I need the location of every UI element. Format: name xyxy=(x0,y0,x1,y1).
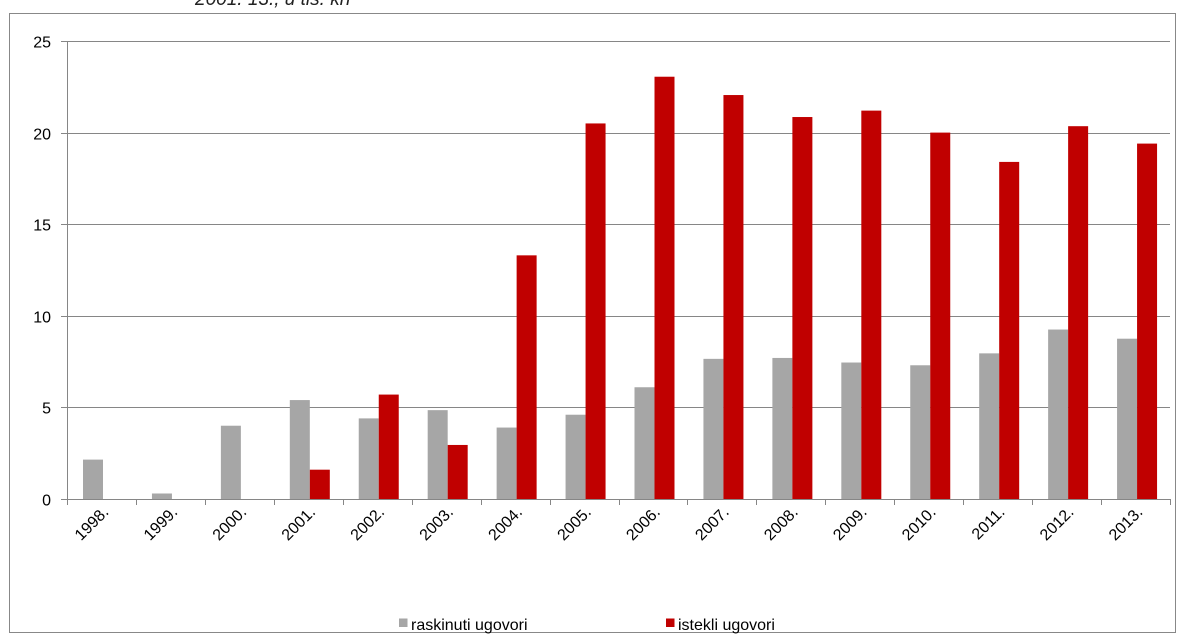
y-tick-label: 0 xyxy=(42,493,51,510)
bar-raskinuti-1999 xyxy=(151,493,172,499)
bars xyxy=(83,76,1158,500)
bar-istekli-2010 xyxy=(930,132,951,499)
bar-istekli-2012 xyxy=(1068,126,1089,500)
y-tick-label: 15 xyxy=(33,218,51,235)
bar-istekli-2007 xyxy=(723,95,744,499)
y-tick-label: 20 xyxy=(33,127,51,144)
bar-istekli-2009 xyxy=(861,110,882,499)
bar-istekli-2008 xyxy=(792,117,813,499)
bar-raskinuti-2002 xyxy=(358,418,379,499)
bar-raskinuti-2011 xyxy=(979,353,1000,499)
bar-istekli-2001 xyxy=(309,469,330,499)
y-tick-label: 10 xyxy=(33,310,51,327)
bar-raskinuti-2010 xyxy=(910,365,931,499)
bar-istekli-2011 xyxy=(999,161,1020,500)
bar-raskinuti-2000 xyxy=(220,425,241,499)
bar-raskinuti-2008 xyxy=(772,357,793,499)
bar-raskinuti-2004 xyxy=(496,427,517,499)
bar-raskinuti-2006 xyxy=(634,387,655,499)
bar-raskinuti-1998 xyxy=(83,459,103,499)
bar-raskinuti-2001 xyxy=(289,400,310,499)
legend: raskinuti ugovori istekli ugovori xyxy=(399,617,775,634)
bar-istekli-2003 xyxy=(447,444,468,499)
legend-label: raskinuti ugovori xyxy=(411,617,528,634)
bar-istekli-2004 xyxy=(516,255,537,499)
bar-raskinuti-2009 xyxy=(841,362,862,499)
y-tick-label: 5 xyxy=(42,401,51,418)
bar-istekli-2006 xyxy=(654,76,675,499)
legend-swatch xyxy=(666,618,675,627)
bar-raskinuti-2007 xyxy=(703,358,724,499)
y-tick-label: 25 xyxy=(33,35,51,52)
bar-raskinuti-2013 xyxy=(1117,338,1138,499)
legend-label: istekli ugovori xyxy=(678,617,775,634)
legend-swatch xyxy=(399,618,408,627)
y-axis-tick-labels: 0 5 10 15 20 25 xyxy=(33,35,51,510)
bar-istekli-2013 xyxy=(1137,143,1158,500)
bar-raskinuti-2003 xyxy=(427,410,448,499)
bar-raskinuti-2005 xyxy=(565,414,586,499)
axes xyxy=(67,41,1171,505)
bar-istekli-2002 xyxy=(378,394,399,499)
bar-raskinuti-2012 xyxy=(1048,329,1069,499)
bar-istekli-2005 xyxy=(585,123,606,499)
chart-caption: 2001. 13., u tis. kn xyxy=(195,0,350,11)
